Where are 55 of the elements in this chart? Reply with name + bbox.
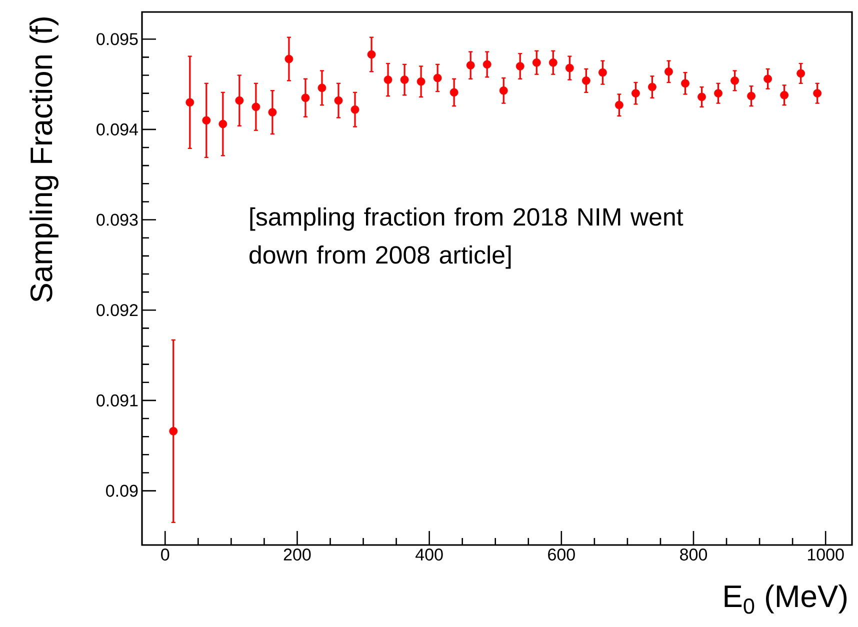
point <box>614 100 624 110</box>
point <box>186 98 194 107</box>
point <box>284 54 294 64</box>
y-tick-label: 0.091 <box>96 394 138 406</box>
point <box>532 58 541 67</box>
point <box>235 96 244 105</box>
x-tick-label: 0 <box>161 548 170 561</box>
point <box>764 74 772 84</box>
point <box>252 102 260 112</box>
point <box>450 88 458 97</box>
point <box>416 77 426 86</box>
point <box>350 105 360 114</box>
point <box>681 79 690 88</box>
point <box>796 69 806 78</box>
point <box>334 96 343 105</box>
point <box>516 62 524 70</box>
point <box>632 89 640 98</box>
x-tick-label: 800 <box>680 548 708 561</box>
point <box>730 76 739 85</box>
point <box>565 64 574 72</box>
point <box>582 76 590 85</box>
point <box>813 89 822 98</box>
x-tick-label: 400 <box>416 548 443 561</box>
y-tick-label: 0.095 <box>96 33 138 46</box>
point <box>648 82 656 92</box>
point <box>400 76 409 84</box>
y-tick-label: 0.09 <box>106 484 138 497</box>
point <box>367 50 376 59</box>
point <box>218 120 228 128</box>
point <box>482 60 492 69</box>
point <box>664 67 673 76</box>
point <box>202 116 211 125</box>
point <box>548 58 558 67</box>
point <box>780 90 789 100</box>
point <box>384 76 392 84</box>
y-axis-title: Sampling Fraction (f) <box>30 18 58 302</box>
point <box>318 84 326 92</box>
annotation: [sampling fraction from 2018 NIM went down from 2008 article] <box>250 207 684 269</box>
point <box>433 74 442 82</box>
point <box>747 92 756 100</box>
point <box>268 108 277 116</box>
point <box>301 94 310 102</box>
point <box>499 86 508 95</box>
x-axis-title: E$_{0}$ (MeV) <box>724 584 847 614</box>
point <box>466 61 475 70</box>
point <box>714 89 722 98</box>
x-tick-label: 1000 <box>808 548 844 561</box>
point <box>598 68 607 77</box>
y-tick-label: 0.093 <box>96 214 138 226</box>
y-tick-label: 0.092 <box>96 304 138 316</box>
x-tick-label: 600 <box>548 548 575 561</box>
point <box>169 426 178 436</box>
point <box>698 92 706 102</box>
x-tick-label: 200 <box>284 548 311 561</box>
y-tick-label: 0.094 <box>96 123 138 136</box>
